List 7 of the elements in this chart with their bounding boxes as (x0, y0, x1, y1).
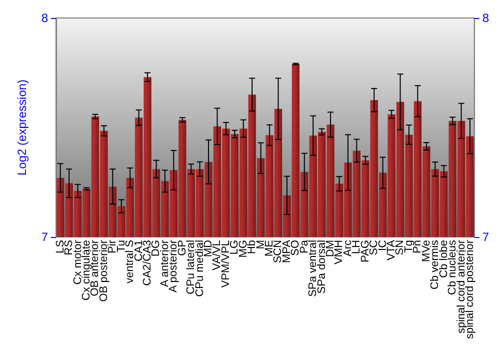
x-tick-label: spinal cord posterior (464, 240, 476, 340)
y2-tick-label: 7 (482, 230, 490, 244)
x-tick-label: OB posterior (98, 240, 110, 302)
y-axis-title: Log2 (expression) (15, 79, 29, 176)
x-tick-label: A posterior (168, 240, 180, 293)
x-tick-label: Tg (402, 240, 415, 253)
y2-tick-label: 8 (482, 11, 490, 25)
